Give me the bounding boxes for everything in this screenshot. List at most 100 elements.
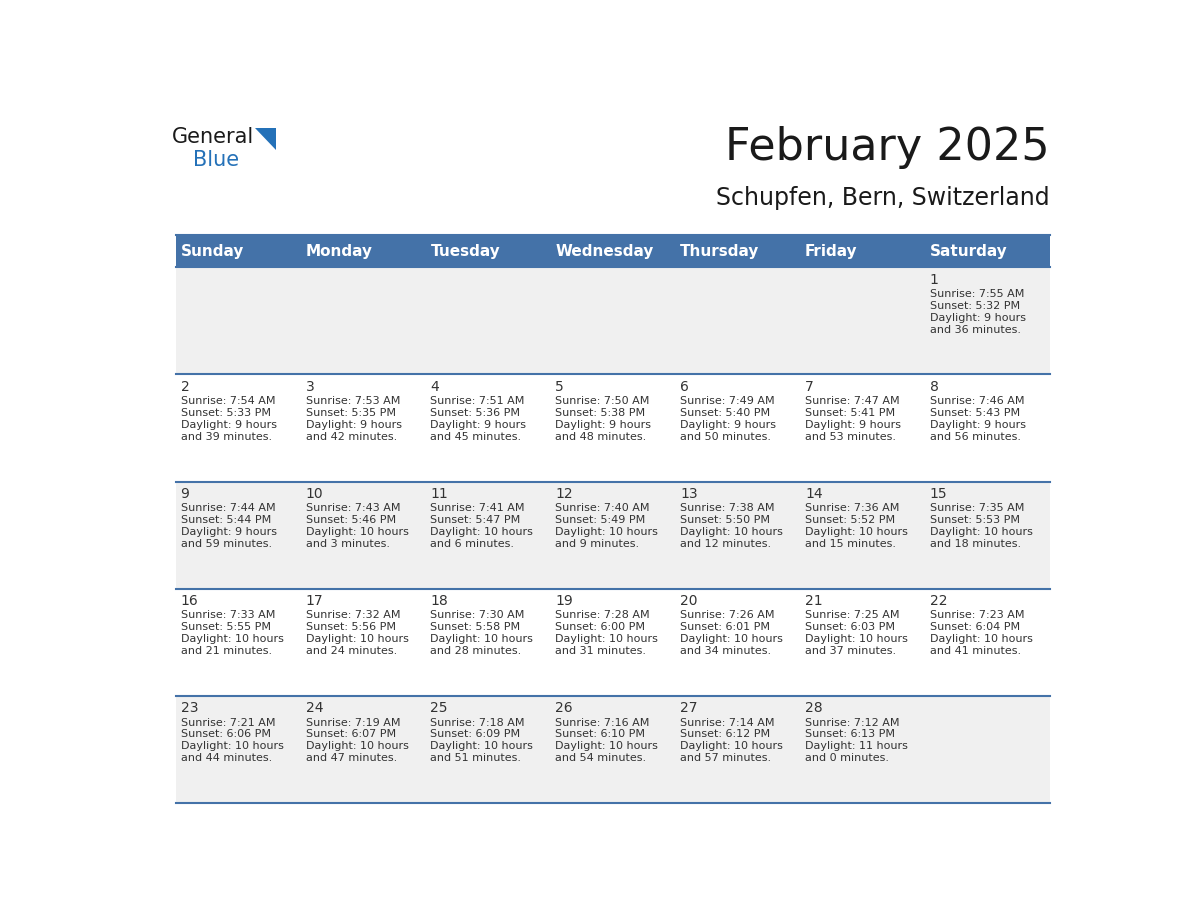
Text: 8: 8	[930, 380, 939, 394]
Text: and 54 minutes.: and 54 minutes.	[555, 754, 646, 764]
Text: Friday: Friday	[805, 243, 858, 259]
Text: 4: 4	[430, 380, 440, 394]
Text: 5: 5	[555, 380, 564, 394]
Text: Sunset: 5:47 PM: Sunset: 5:47 PM	[430, 515, 520, 525]
Text: Sunrise: 7:18 AM: Sunrise: 7:18 AM	[430, 718, 525, 728]
Text: 17: 17	[305, 594, 323, 609]
Text: Sunset: 5:35 PM: Sunset: 5:35 PM	[305, 408, 396, 418]
Text: Sunrise: 7:38 AM: Sunrise: 7:38 AM	[681, 503, 775, 513]
Bar	[925, 267, 1050, 375]
Text: 11: 11	[430, 487, 448, 501]
Text: and 24 minutes.: and 24 minutes.	[305, 646, 397, 656]
Text: Daylight: 9 hours: Daylight: 9 hours	[681, 420, 776, 430]
Text: Sunrise: 7:43 AM: Sunrise: 7:43 AM	[305, 503, 400, 513]
Text: Sunrise: 7:14 AM: Sunrise: 7:14 AM	[681, 718, 775, 728]
Text: 13: 13	[681, 487, 697, 501]
Text: and 28 minutes.: and 28 minutes.	[430, 646, 522, 656]
Text: and 6 minutes.: and 6 minutes.	[430, 539, 514, 549]
Text: and 34 minutes.: and 34 minutes.	[681, 646, 771, 656]
Text: 9: 9	[181, 487, 190, 501]
Text: Sunset: 5:40 PM: Sunset: 5:40 PM	[681, 408, 770, 418]
Text: 23: 23	[181, 701, 198, 715]
Text: Sunset: 5:53 PM: Sunset: 5:53 PM	[930, 515, 1020, 525]
Text: Daylight: 9 hours: Daylight: 9 hours	[930, 313, 1026, 322]
Bar	[675, 375, 800, 482]
Text: and 39 minutes.: and 39 minutes.	[181, 431, 272, 442]
Text: Sunrise: 7:44 AM: Sunrise: 7:44 AM	[181, 503, 276, 513]
Text: Sunset: 5:44 PM: Sunset: 5:44 PM	[181, 515, 271, 525]
Text: and 45 minutes.: and 45 minutes.	[430, 431, 522, 442]
Text: 12: 12	[555, 487, 573, 501]
Text: 1: 1	[930, 273, 939, 286]
Bar	[925, 588, 1050, 696]
Text: 6: 6	[681, 380, 689, 394]
Text: Sunrise: 7:19 AM: Sunrise: 7:19 AM	[305, 718, 400, 728]
Text: Daylight: 9 hours: Daylight: 9 hours	[805, 420, 901, 430]
Bar	[550, 482, 675, 588]
Text: Sunset: 5:50 PM: Sunset: 5:50 PM	[681, 515, 770, 525]
Text: 27: 27	[681, 701, 697, 715]
Text: Monday: Monday	[305, 243, 373, 259]
Text: Sunset: 5:55 PM: Sunset: 5:55 PM	[181, 622, 271, 633]
Text: Daylight: 10 hours: Daylight: 10 hours	[181, 634, 284, 644]
Bar	[675, 482, 800, 588]
Text: and 53 minutes.: and 53 minutes.	[805, 431, 896, 442]
Text: Sunrise: 7:47 AM: Sunrise: 7:47 AM	[805, 396, 899, 406]
Text: 26: 26	[555, 701, 573, 715]
Text: 16: 16	[181, 594, 198, 609]
Text: Sunrise: 7:32 AM: Sunrise: 7:32 AM	[305, 610, 400, 621]
Bar	[550, 696, 675, 803]
Text: and 42 minutes.: and 42 minutes.	[305, 431, 397, 442]
Text: Sunrise: 7:26 AM: Sunrise: 7:26 AM	[681, 610, 775, 621]
Bar	[425, 482, 550, 588]
Bar	[176, 482, 301, 588]
Text: Sunrise: 7:30 AM: Sunrise: 7:30 AM	[430, 610, 525, 621]
Text: 14: 14	[805, 487, 822, 501]
Text: Daylight: 10 hours: Daylight: 10 hours	[805, 527, 908, 537]
Bar	[800, 375, 925, 482]
Bar	[675, 588, 800, 696]
Text: and 44 minutes.: and 44 minutes.	[181, 754, 272, 764]
Bar	[301, 588, 425, 696]
Bar	[176, 267, 301, 375]
Text: and 21 minutes.: and 21 minutes.	[181, 646, 272, 656]
Bar	[425, 696, 550, 803]
Text: Sunrise: 7:54 AM: Sunrise: 7:54 AM	[181, 396, 276, 406]
Bar	[425, 267, 550, 375]
Text: and 12 minutes.: and 12 minutes.	[681, 539, 771, 549]
Text: 15: 15	[930, 487, 948, 501]
Text: Sunset: 5:58 PM: Sunset: 5:58 PM	[430, 622, 520, 633]
Text: Daylight: 10 hours: Daylight: 10 hours	[181, 742, 284, 752]
Text: and 48 minutes.: and 48 minutes.	[555, 431, 646, 442]
Bar	[675, 696, 800, 803]
Text: Sunset: 5:43 PM: Sunset: 5:43 PM	[930, 408, 1020, 418]
Text: Sunset: 5:52 PM: Sunset: 5:52 PM	[805, 515, 896, 525]
Text: Sunrise: 7:49 AM: Sunrise: 7:49 AM	[681, 396, 775, 406]
Text: and 36 minutes.: and 36 minutes.	[930, 325, 1020, 334]
Text: and 18 minutes.: and 18 minutes.	[930, 539, 1020, 549]
Text: Sunset: 6:10 PM: Sunset: 6:10 PM	[555, 730, 645, 740]
Text: Sunrise: 7:55 AM: Sunrise: 7:55 AM	[930, 289, 1024, 298]
Text: Daylight: 9 hours: Daylight: 9 hours	[930, 420, 1026, 430]
Text: Sunset: 5:38 PM: Sunset: 5:38 PM	[555, 408, 645, 418]
Text: Sunrise: 7:28 AM: Sunrise: 7:28 AM	[555, 610, 650, 621]
Text: Daylight: 10 hours: Daylight: 10 hours	[805, 634, 908, 644]
Text: Daylight: 9 hours: Daylight: 9 hours	[430, 420, 526, 430]
Text: Tuesday: Tuesday	[430, 243, 500, 259]
Text: Daylight: 10 hours: Daylight: 10 hours	[555, 742, 658, 752]
Text: Schupfen, Bern, Switzerland: Schupfen, Bern, Switzerland	[716, 185, 1050, 209]
Text: and 57 minutes.: and 57 minutes.	[681, 754, 771, 764]
Text: Sunrise: 7:53 AM: Sunrise: 7:53 AM	[305, 396, 400, 406]
Text: 22: 22	[930, 594, 948, 609]
Text: Daylight: 10 hours: Daylight: 10 hours	[555, 634, 658, 644]
Text: Daylight: 10 hours: Daylight: 10 hours	[430, 527, 533, 537]
Text: and 31 minutes.: and 31 minutes.	[555, 646, 646, 656]
Text: and 37 minutes.: and 37 minutes.	[805, 646, 896, 656]
Bar	[550, 267, 675, 375]
Text: Sunrise: 7:12 AM: Sunrise: 7:12 AM	[805, 718, 899, 728]
Bar	[925, 375, 1050, 482]
Text: Sunset: 6:07 PM: Sunset: 6:07 PM	[305, 730, 396, 740]
Bar	[301, 267, 425, 375]
Bar	[925, 482, 1050, 588]
Text: Daylight: 11 hours: Daylight: 11 hours	[805, 742, 908, 752]
